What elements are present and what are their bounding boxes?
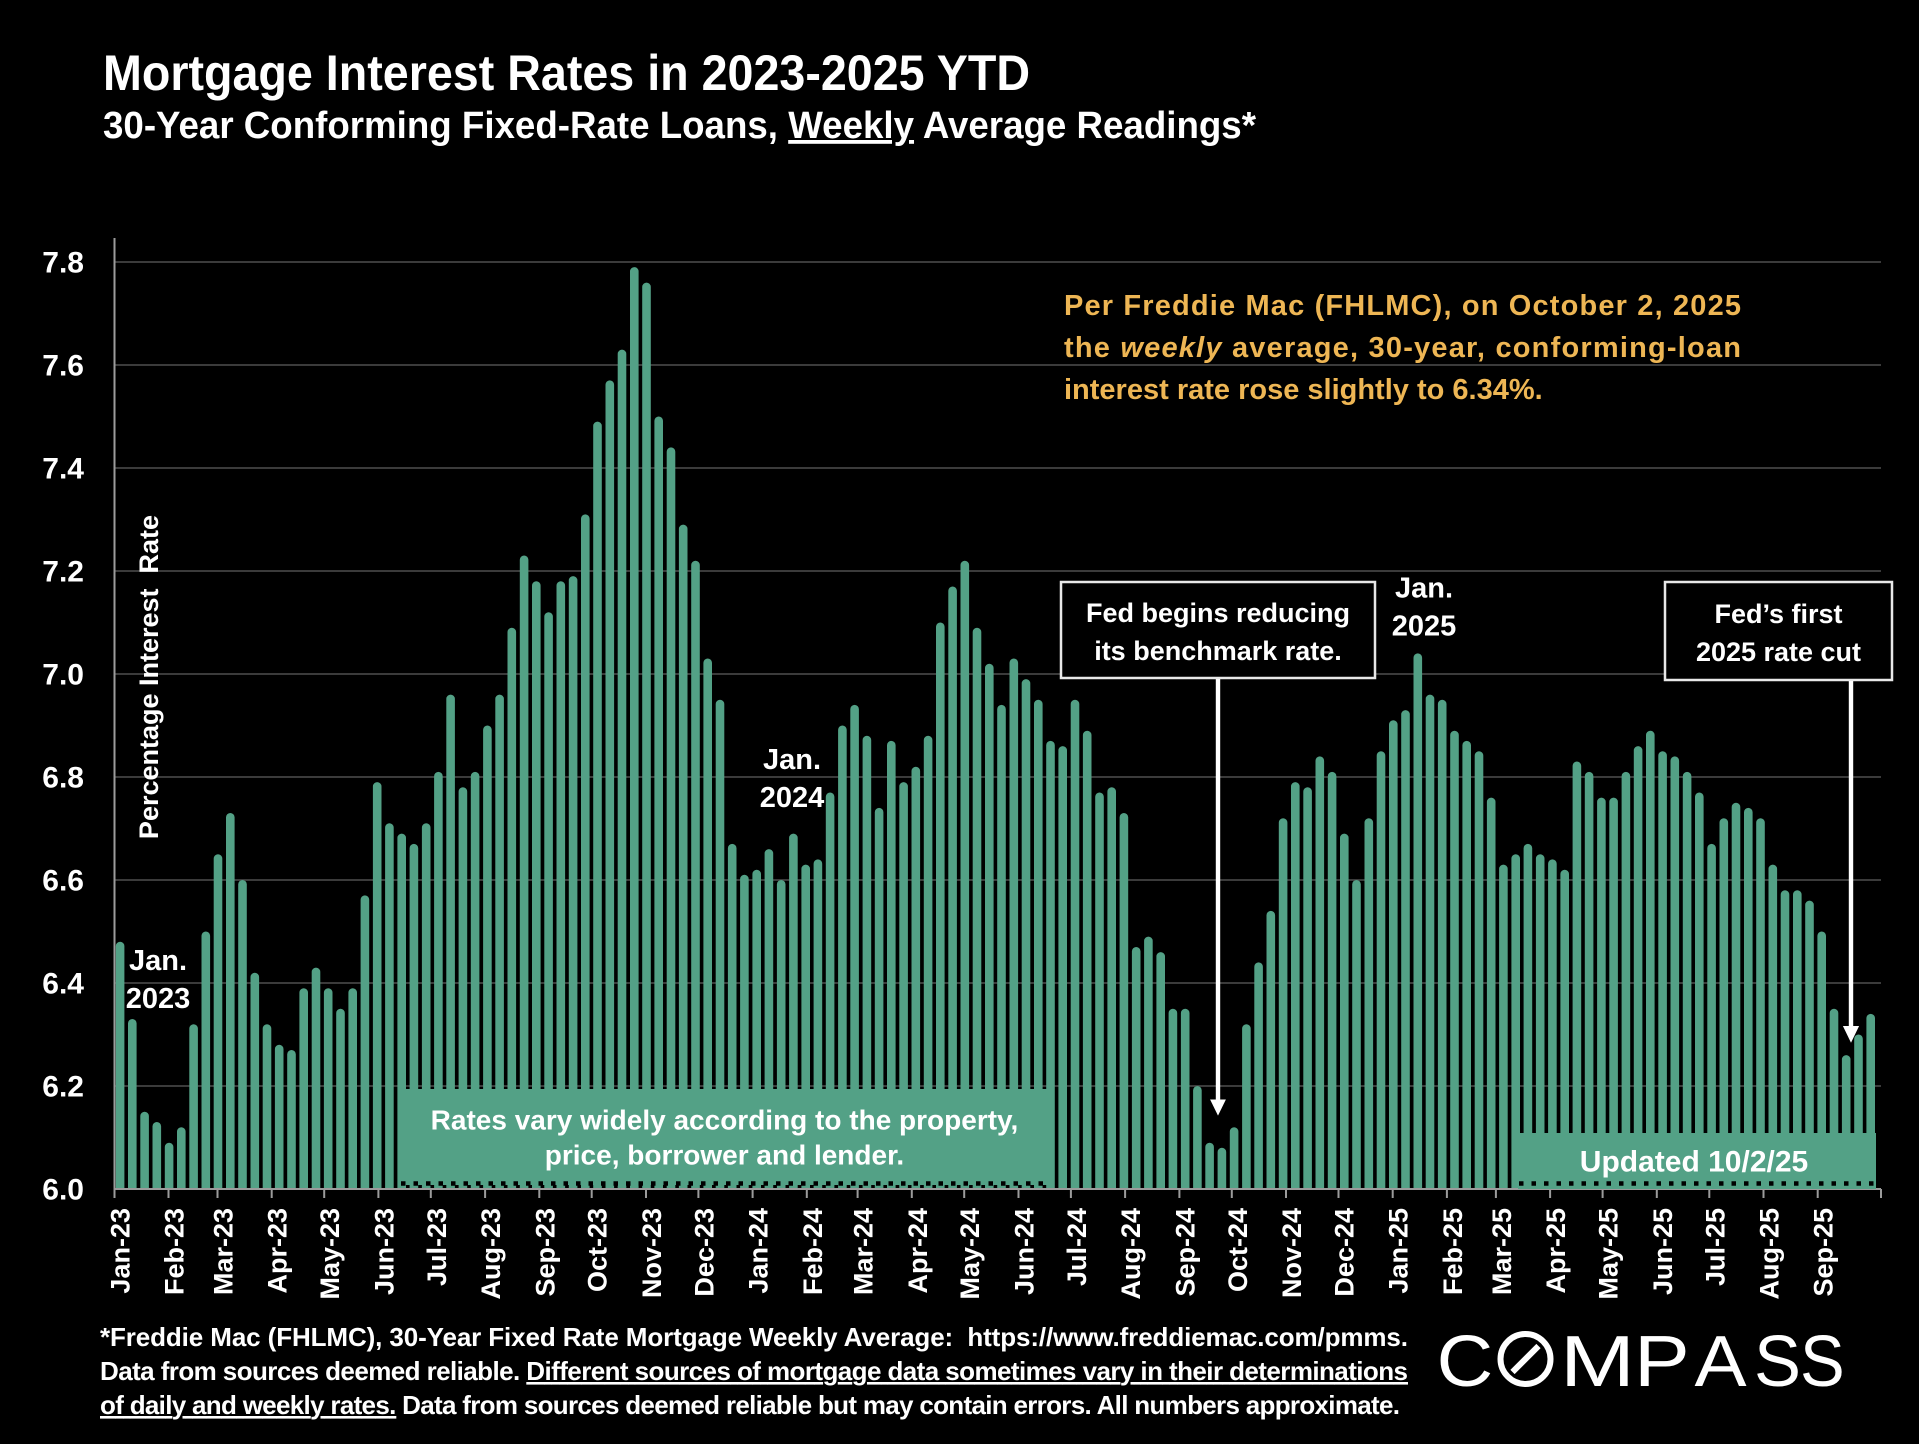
svg-text:Jun-23: Jun-23	[369, 1208, 399, 1295]
svg-text:2025 rate cut: 2025 rate cut	[1696, 637, 1861, 667]
svg-text:of daily and weekly rates. Dat: of daily and weekly rates. Data from sou…	[100, 1390, 1400, 1420]
svg-text:Jun-24: Jun-24	[1010, 1208, 1040, 1295]
svg-text:S: S	[1800, 1322, 1845, 1402]
svg-text:Sep-25: Sep-25	[1809, 1208, 1839, 1297]
svg-text:7.6: 7.6	[42, 350, 84, 383]
svg-text:Mortgage Interest Rates in 202: Mortgage Interest Rates in 2023-2025 YTD	[103, 45, 1030, 101]
svg-text:May-23: May-23	[315, 1208, 345, 1300]
svg-text:Aug-23: Aug-23	[476, 1208, 506, 1300]
svg-text:7.4: 7.4	[42, 453, 84, 486]
svg-text:Updated 10/2/25: Updated 10/2/25	[1580, 1146, 1808, 1179]
svg-text:7.8: 7.8	[42, 247, 84, 280]
svg-text:P: P	[1634, 1322, 1690, 1402]
svg-text:Jan-24: Jan-24	[744, 1208, 774, 1294]
svg-text:6.6: 6.6	[42, 865, 84, 898]
svg-text:Jan-25: Jan-25	[1384, 1208, 1414, 1294]
svg-text:Jul-23: Jul-23	[422, 1208, 452, 1286]
svg-text:6.8: 6.8	[42, 762, 84, 795]
svg-text:Feb-23: Feb-23	[160, 1208, 190, 1295]
svg-text:Feb-24: Feb-24	[798, 1208, 828, 1295]
svg-text:Mar-24: Mar-24	[849, 1208, 879, 1295]
svg-text:2025: 2025	[1392, 611, 1457, 643]
svg-text:7.0: 7.0	[42, 659, 84, 692]
svg-text:Per Freddie Mac (FHLMC), on Oc: Per Freddie Mac (FHLMC), on October 2, 2…	[1064, 290, 1741, 322]
svg-text:Rates vary widely according to: Rates vary widely according to the prope…	[431, 1105, 1019, 1136]
svg-text:Oct-24: Oct-24	[1223, 1208, 1253, 1292]
svg-text:S: S	[1754, 1322, 1801, 1402]
svg-text:Dec-24: Dec-24	[1330, 1208, 1360, 1297]
svg-text:Apr-24: Apr-24	[903, 1208, 933, 1294]
svg-text:*Freddie Mac (FHLMC), 30-Year: *Freddie Mac (FHLMC), 30-Year Fixed Rate…	[100, 1322, 1408, 1352]
svg-text:Aug-25: Aug-25	[1755, 1208, 1785, 1300]
svg-text:May-25: May-25	[1594, 1208, 1624, 1300]
svg-text:Dec-23: Dec-23	[689, 1208, 719, 1297]
svg-text:Jan-23: Jan-23	[105, 1208, 135, 1294]
svg-text:Nov-24: Nov-24	[1277, 1208, 1307, 1298]
svg-text:Fed begins reducing: Fed begins reducing	[1086, 598, 1350, 628]
svg-text:May-24: May-24	[955, 1208, 985, 1300]
svg-text:2023: 2023	[126, 983, 191, 1015]
svg-text:Apr-23: Apr-23	[263, 1208, 293, 1294]
svg-text:Sep-24: Sep-24	[1170, 1208, 1200, 1297]
svg-text:6.4: 6.4	[42, 968, 84, 1001]
svg-text:Percentage Interest Rate: Percentage Interest Rate	[134, 515, 164, 839]
svg-text:Aug-24: Aug-24	[1116, 1208, 1146, 1300]
svg-text:Jan.: Jan.	[1395, 573, 1453, 605]
svg-text:6.0: 6.0	[42, 1174, 84, 1207]
svg-text:Sep-23: Sep-23	[530, 1208, 560, 1297]
svg-text:Apr-25: Apr-25	[1541, 1208, 1571, 1294]
svg-text:Jul-25: Jul-25	[1700, 1208, 1730, 1286]
svg-text:Fed’s first: Fed’s first	[1714, 599, 1842, 629]
svg-text:A: A	[1695, 1322, 1747, 1402]
svg-text:7.2: 7.2	[42, 556, 84, 589]
svg-text:Mar-23: Mar-23	[209, 1208, 239, 1295]
svg-text:Mar-25: Mar-25	[1487, 1208, 1517, 1295]
svg-text:C: C	[1437, 1322, 1494, 1402]
svg-text:Data from sources deemed relia: Data from sources deemed reliable. Diffe…	[100, 1356, 1408, 1386]
svg-text:Jan.: Jan.	[763, 744, 821, 776]
svg-text:Oct-23: Oct-23	[583, 1208, 613, 1292]
svg-text:Jun-25: Jun-25	[1648, 1208, 1678, 1295]
svg-text:Jul-24: Jul-24	[1062, 1208, 1092, 1286]
svg-text:M: M	[1560, 1322, 1635, 1402]
svg-text:the weekly average, 30-year, c: the weekly average, 30-year, conforming-…	[1064, 332, 1741, 364]
svg-text:6.2: 6.2	[42, 1071, 84, 1104]
svg-text:Jan.: Jan.	[129, 945, 187, 977]
svg-text:its benchmark rate.: its benchmark rate.	[1094, 636, 1342, 666]
svg-text:30-Year Conforming Fixed-Rate: 30-Year Conforming Fixed-Rate Loans, Wee…	[103, 105, 1256, 147]
svg-text:2024: 2024	[760, 782, 825, 814]
svg-text:interest rate rose slightly to: interest rate rose slightly to 6.34%.	[1064, 374, 1543, 406]
svg-text:price, borrower and lender.: price, borrower and lender.	[545, 1140, 904, 1171]
svg-text:Nov-23: Nov-23	[637, 1208, 667, 1298]
svg-text:Feb-25: Feb-25	[1438, 1208, 1468, 1295]
